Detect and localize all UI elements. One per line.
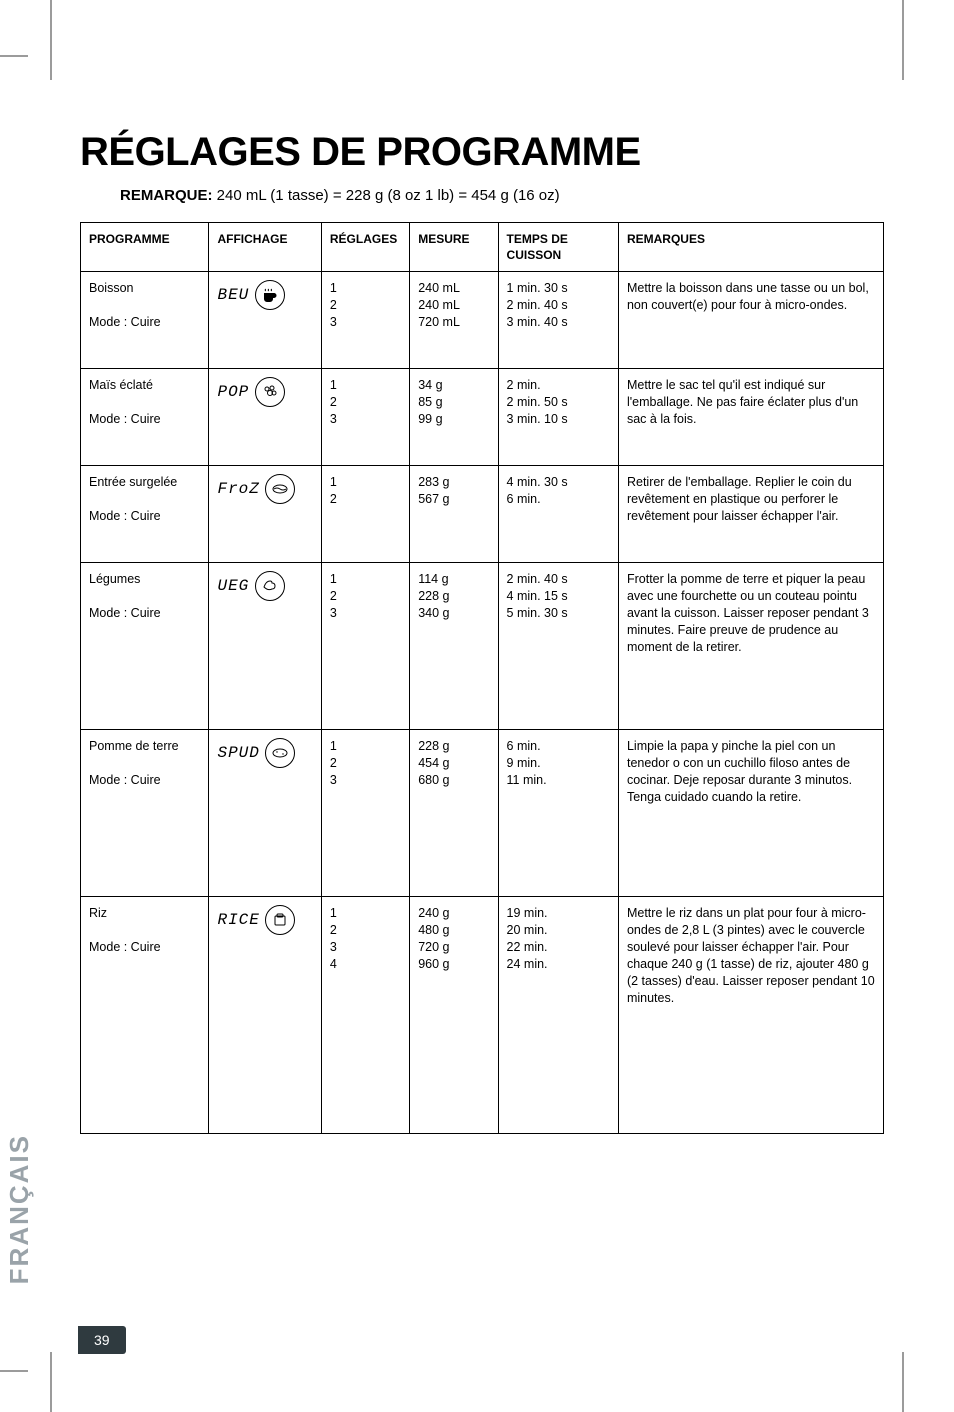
table-header-row: PROGRAMME AFFICHAGE RÉGLAGES MESURE TEMP… xyxy=(81,223,884,272)
affichage-code: FroZ xyxy=(217,479,259,501)
header-affichage: AFFICHAGE xyxy=(209,223,321,272)
programme-name: Entrée surgelée xyxy=(89,475,177,489)
header-reglages: RÉGLAGES xyxy=(321,223,409,272)
programme-name: Riz xyxy=(89,906,107,920)
page-number: 39 xyxy=(78,1326,126,1354)
rice-icon xyxy=(265,905,295,935)
vegetable-icon xyxy=(255,571,285,601)
mesure-cell: 228 g 454 g 680 g xyxy=(410,730,498,897)
reglages-cell: 1 2 3 xyxy=(321,272,409,369)
remarques-cell: Mettre la boisson dans une tasse ou un b… xyxy=(618,272,883,369)
reglages-cell: 1 2 3 4 xyxy=(321,897,409,1134)
program-table: PROGRAMME AFFICHAGE RÉGLAGES MESURE TEMP… xyxy=(80,222,884,1134)
language-tab: FRANÇAIS xyxy=(0,1126,39,1292)
remarques-cell: Mettre le riz dans un plat pour four à m… xyxy=(618,897,883,1134)
remark-label: REMARQUE: xyxy=(120,187,213,204)
page-title: RÉGLAGES DE PROGRAMME xyxy=(80,130,884,175)
programme-mode: Mode : Cuire xyxy=(89,412,161,426)
programme-mode: Mode : Cuire xyxy=(89,940,161,954)
potato-icon xyxy=(265,738,295,768)
remark-text: 240 mL (1 tasse) = 228 g (8 oz 1 lb) = 4… xyxy=(213,187,560,204)
programme-mode: Mode : Cuire xyxy=(89,509,161,523)
programme-mode: Mode : Cuire xyxy=(89,773,161,787)
programme-name: Maïs éclaté xyxy=(89,378,153,392)
mesure-cell: 283 g 567 g xyxy=(410,466,498,563)
mesure-cell: 240 mL 240 mL 720 mL xyxy=(410,272,498,369)
temps-cell: 2 min. 2 min. 50 s 3 min. 10 s xyxy=(498,369,618,466)
reglages-cell: 1 2 xyxy=(321,466,409,563)
reglages-cell: 1 2 3 xyxy=(321,369,409,466)
affichage-code: POP xyxy=(217,382,249,404)
mesure-cell: 114 g 228 g 340 g xyxy=(410,563,498,730)
mesure-cell: 34 g 85 g 99 g xyxy=(410,369,498,466)
temps-cell: 19 min. 20 min. 22 min. 24 min. xyxy=(498,897,618,1134)
header-temps: TEMPS DE CUISSON xyxy=(498,223,618,272)
popcorn-icon xyxy=(255,377,285,407)
table-row: Légumes Mode : Cuire UEG 1 2 3 114 g 228… xyxy=(81,563,884,730)
affichage-code: RICE xyxy=(217,910,259,932)
header-mesure: MESURE xyxy=(410,223,498,272)
programme-name: Pomme de terre xyxy=(89,739,179,753)
programme-name: Boisson xyxy=(89,281,133,295)
table-row: Entrée surgelée Mode : Cuire FroZ 1 2 28… xyxy=(81,466,884,563)
reglages-cell: 1 2 3 xyxy=(321,730,409,897)
temps-cell: 2 min. 40 s 4 min. 15 s 5 min. 30 s xyxy=(498,563,618,730)
frozen-icon xyxy=(265,474,295,504)
table-row: Boisson Mode : Cuire BEU 1 2 3 240 mL 24… xyxy=(81,272,884,369)
remarques-cell: Frotter la pomme de terre et piquer la p… xyxy=(618,563,883,730)
reglages-cell: 1 2 3 xyxy=(321,563,409,730)
header-remarques: REMARQUES xyxy=(618,223,883,272)
mesure-cell: 240 g 480 g 720 g 960 g xyxy=(410,897,498,1134)
remarques-cell: Mettre le sac tel qu'il est indiqué sur … xyxy=(618,369,883,466)
temps-cell: 4 min. 30 s 6 min. xyxy=(498,466,618,563)
document-page: RÉGLAGES DE PROGRAMME REMARQUE: 240 mL (… xyxy=(0,0,954,1174)
programme-mode: Mode : Cuire xyxy=(89,606,161,620)
remarques-cell: Retirer de l'emballage. Replier le coin … xyxy=(618,466,883,563)
table-row: Riz Mode : Cuire RICE 1 2 3 4 240 g 480 … xyxy=(81,897,884,1134)
remarques-cell: Limpie la papa y pinche la piel con un t… xyxy=(618,730,883,897)
temps-cell: 1 min. 30 s 2 min. 40 s 3 min. 40 s xyxy=(498,272,618,369)
affichage-code: SPUD xyxy=(217,743,259,765)
table-row: Pomme de terre Mode : Cuire SPUD 1 2 3 2… xyxy=(81,730,884,897)
remark-line: REMARQUE: 240 mL (1 tasse) = 228 g (8 oz… xyxy=(120,187,884,204)
temps-cell: 6 min. 9 min. 11 min. xyxy=(498,730,618,897)
affichage-code: UEG xyxy=(217,576,249,598)
header-programme: PROGRAMME xyxy=(81,223,209,272)
programme-mode: Mode : Cuire xyxy=(89,315,161,329)
affichage-code: BEU xyxy=(217,285,249,307)
table-row: Maïs éclaté Mode : Cuire POP 1 2 3 xyxy=(81,369,884,466)
cup-icon xyxy=(255,280,285,310)
programme-name: Légumes xyxy=(89,572,140,586)
